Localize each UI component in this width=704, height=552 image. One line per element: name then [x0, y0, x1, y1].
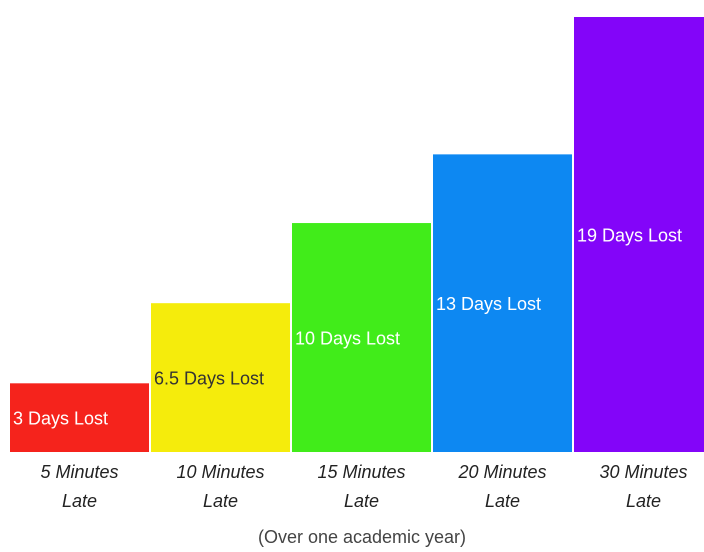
- x-tick-label-4-line-1: 20 Minutes: [457, 462, 546, 482]
- x-axis-label: (Over one academic year): [258, 527, 466, 547]
- x-tick-label-2-line-1: 10 Minutes: [176, 462, 264, 482]
- data-label-2: 6.5 Days Lost: [154, 369, 264, 389]
- x-tick-label-3-line-2: Late: [344, 491, 379, 511]
- x-tick-label-3-line-1: 15 Minutes: [317, 462, 405, 482]
- x-tick-label-1-line-2: Late: [62, 491, 97, 511]
- x-tick-label-5-line-1: 30 Minutes: [599, 462, 687, 482]
- data-label-3: 10 Days Lost: [295, 329, 400, 349]
- x-tick-labels-layer: 5 Minutes Late 10 Minutes Late 15 Minutes Lat…: [40, 462, 687, 511]
- data-label-4: 13 Days Lost: [436, 294, 541, 314]
- x-tick-label-4-line-2: Late: [485, 491, 520, 511]
- x-tick-label-2-line-2: Late: [203, 491, 238, 511]
- data-label-1: 3 Days Lost: [13, 409, 108, 429]
- x-tick-label-1-line-1: 5 Minutes: [40, 462, 118, 482]
- x-tick-label-5-line-2: Late: [626, 491, 661, 511]
- data-label-5: 19 Days Lost: [577, 226, 682, 246]
